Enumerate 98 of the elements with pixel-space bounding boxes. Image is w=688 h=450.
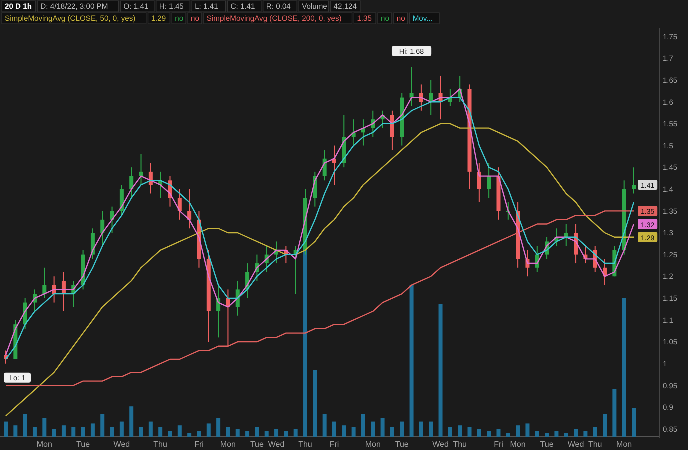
x-tick-label: Mon: [36, 440, 52, 449]
x-tick-label: Wed: [268, 440, 285, 449]
x-tick-label: Thu: [298, 440, 312, 449]
bar: [62, 426, 66, 437]
bar: [197, 431, 202, 437]
bar: [81, 428, 86, 437]
candlestick: [322, 150, 327, 182]
x-tick-label: Tue: [540, 440, 554, 449]
x-tick-label: Mon: [510, 440, 526, 449]
bar: [100, 414, 105, 437]
bar: [506, 433, 510, 437]
bar: [371, 422, 376, 437]
bar: [158, 428, 163, 437]
bar: [313, 370, 318, 437]
bar: [236, 429, 240, 437]
line-series: [5, 123, 635, 417]
bar: [545, 433, 550, 437]
bar: [188, 433, 192, 437]
bar: [90, 424, 95, 437]
bar: [216, 418, 221, 437]
bar: [603, 414, 608, 437]
x-tick-label: Fri: [330, 440, 340, 449]
bar: [120, 422, 124, 437]
candlestick: [42, 267, 47, 299]
bar: [284, 431, 288, 437]
x-tick-label: Wed: [568, 440, 584, 449]
bar: [458, 426, 462, 437]
bar: [4, 422, 8, 437]
candlestick: [188, 188, 192, 230]
bar: [110, 428, 114, 437]
bar: [255, 428, 260, 437]
bar: [32, 428, 37, 437]
bar: [342, 426, 346, 437]
bar: [322, 414, 327, 437]
bar: [246, 431, 250, 437]
line-series: [5, 210, 635, 386]
bar: [477, 429, 482, 437]
bar: [390, 428, 394, 437]
bar: [72, 428, 76, 437]
candlestick: [390, 110, 394, 151]
bar: [496, 429, 501, 437]
bar: [14, 426, 18, 437]
bar: [468, 428, 472, 437]
bar: [130, 406, 134, 437]
x-tick-label: Tue: [250, 440, 264, 449]
bar: [574, 429, 578, 437]
bar: [178, 426, 182, 437]
bar: [352, 428, 356, 437]
bar: [487, 431, 492, 437]
candlestick: [487, 162, 492, 199]
bar: [264, 431, 269, 437]
bar: [593, 428, 598, 437]
candlestick: [178, 188, 182, 220]
bar: [148, 422, 153, 437]
bar: [52, 429, 56, 437]
bar: [226, 428, 230, 437]
bar: [361, 414, 366, 437]
x-tick-label: Thu: [154, 440, 168, 449]
candlestick: [632, 167, 636, 194]
x-tick-label: Mon: [365, 440, 381, 449]
bar: [535, 431, 540, 437]
bar: [584, 431, 588, 437]
candlestick: [130, 167, 134, 199]
bar: [429, 422, 434, 437]
bar: [168, 431, 172, 437]
x-tick-label: Fri: [194, 440, 204, 449]
bar: [554, 431, 559, 437]
bar: [516, 426, 520, 437]
bar: [23, 414, 28, 437]
x-tick-label: Fri: [494, 440, 504, 449]
bar: [206, 424, 211, 437]
bar: [410, 285, 414, 437]
bar: [139, 428, 144, 437]
x-tick-label: Wed: [432, 440, 449, 449]
bar: [612, 390, 617, 437]
bar: [380, 418, 385, 437]
bar: [294, 429, 298, 437]
x-tick-label: Wed: [114, 440, 130, 449]
bar: [438, 304, 443, 437]
x-tick-label: Thu: [588, 440, 602, 449]
bar: [632, 408, 636, 437]
bar: [400, 422, 404, 437]
x-tick-label: Thu: [453, 440, 467, 449]
bar: [419, 422, 424, 437]
x-tick-label: Mon: [616, 440, 632, 449]
candlestick: [100, 210, 105, 247]
bar: [622, 298, 626, 437]
bar: [564, 433, 568, 437]
x-tick-label: Mon: [220, 440, 236, 449]
bar: [448, 428, 452, 437]
bar: [526, 424, 530, 437]
bar: [332, 422, 336, 437]
x-tick-label: Tue: [395, 440, 410, 449]
candlestick: [564, 224, 568, 247]
candlestick: [139, 154, 144, 186]
bar: [274, 429, 279, 437]
x-tick-label: Tue: [76, 440, 91, 449]
bar: [42, 418, 47, 437]
